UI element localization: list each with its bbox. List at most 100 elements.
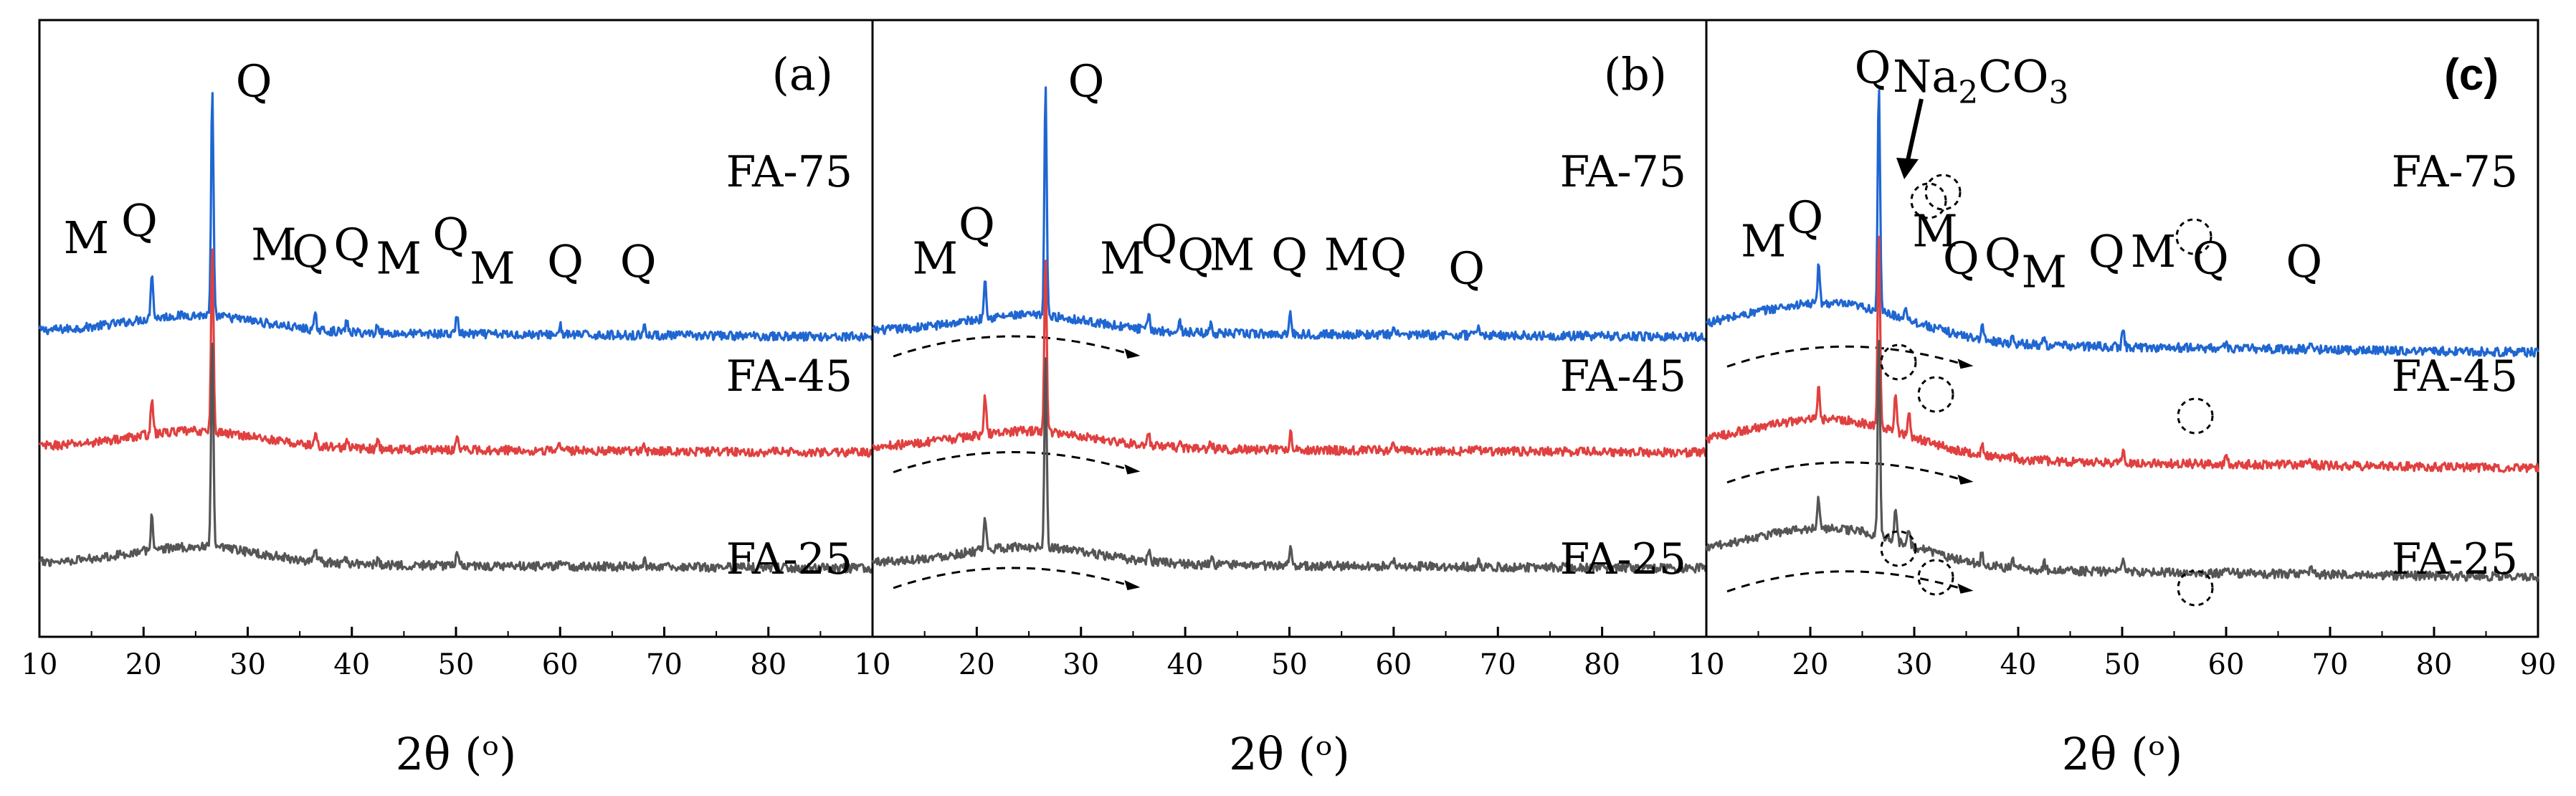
series-label: FA-25 (2392, 534, 2518, 584)
series-label: FA-45 (726, 351, 852, 402)
x-tick-label: 50 (1271, 648, 1308, 681)
x-tick-label: 80 (750, 648, 786, 681)
peak-annotation: Q (620, 235, 657, 288)
arrow-head (1124, 349, 1141, 359)
peak-annotation: Q (121, 194, 158, 247)
x-tick-label: 20 (959, 648, 995, 681)
x-tick-label: 50 (2104, 648, 2141, 681)
peak-annotation: Q (1177, 229, 1214, 281)
dashed-circle-marker (1917, 376, 1954, 413)
dashed-circle-marker (1880, 343, 1917, 381)
compound-arrow-head (1896, 158, 1919, 179)
peak-annotation: M (1100, 232, 1145, 284)
series-label: FA-75 (1560, 147, 1686, 197)
x-tick-label: 30 (1063, 648, 1099, 681)
dashed-circle-marker (2177, 397, 2214, 435)
peak-annotation: M (1912, 204, 1957, 257)
peak-annotation: Q (1271, 229, 1308, 281)
series-line (39, 342, 873, 574)
series-label: FA-45 (1560, 351, 1686, 402)
peak-annotation: M (1209, 229, 1255, 281)
peak-annotation: Q (2088, 225, 2125, 278)
x-tick-label: 20 (125, 648, 162, 681)
peak-annotation: M (376, 232, 421, 284)
x-tick-label: 40 (2000, 648, 2037, 681)
dashed-hump-arrow (893, 335, 1133, 358)
x-tick-label: 30 (1896, 648, 1933, 681)
arrow-head (1124, 580, 1141, 590)
series-line (1705, 235, 2539, 473)
x-tick-label: 60 (1375, 648, 1412, 681)
x-tick-label: 20 (1792, 648, 1829, 681)
peak-annotation: Q (1141, 215, 1177, 267)
series-label: FA-25 (726, 534, 852, 584)
peak-annotation: Q (1985, 229, 2021, 281)
dashed-circle-marker (1910, 182, 1947, 219)
peak-annotation: M (912, 232, 957, 284)
x-tick-label: 70 (1480, 648, 1516, 681)
arrow-head (1957, 583, 1974, 594)
x-tick-label: 10 (855, 648, 891, 681)
x-tick-label: 10 (855, 648, 891, 681)
dashed-circle-marker (1880, 530, 1917, 567)
x-axis-label: 2θ (ᵒ) (2062, 728, 2183, 780)
series-line (1705, 340, 2539, 582)
dashed-hump-arrow (1726, 461, 1967, 484)
x-tick-label: 10 (1688, 648, 1725, 681)
dashed-circle-marker (1924, 174, 1962, 211)
peak-annotation: Q (1943, 232, 1979, 284)
dashed-circle-marker (1917, 559, 1954, 596)
dashed-hump-arrow (893, 567, 1133, 589)
x-tick-label: 50 (438, 648, 475, 681)
series-line (872, 260, 1708, 458)
arrow-head (1124, 464, 1141, 475)
peak-annotation: Q (1370, 229, 1407, 281)
x-axis-label: 2θ (ᵒ) (396, 728, 517, 780)
dashed-hump-arrow (1726, 345, 1967, 368)
x-tick-label: 90 (2520, 648, 2557, 681)
peak-annotation: M (251, 218, 296, 270)
peak-annotation: Q (292, 225, 328, 278)
panel-label: (b) (1604, 48, 1667, 100)
peak-annotation: M (470, 242, 515, 295)
peak-annotation: Q (1068, 55, 1105, 107)
peak-annotation: Q (1855, 41, 1891, 93)
peak-annotation: Q (236, 55, 272, 107)
x-tick-label: 30 (229, 648, 266, 681)
dashed-hump-arrow (893, 451, 1133, 473)
series-line (871, 86, 1708, 343)
arrow-head (1957, 359, 1974, 369)
x-tick-label: 40 (333, 648, 370, 681)
peak-annotation: Q (333, 218, 370, 270)
panel-label: (a) (772, 48, 833, 100)
peak-annotation: M (1741, 215, 1786, 267)
arrow-head (1957, 474, 1974, 485)
x-tick-label: 70 (2312, 648, 2349, 681)
compound-arrow (1905, 98, 1924, 164)
compound-label: Na2CO3 (1893, 50, 2069, 111)
series-line (38, 248, 874, 458)
series-line (1705, 89, 2539, 358)
panel-2: 10 20 30 40 50 60 70 80 10 2θ (ᵒ) (b) FA-75 FA-45 FA-… (855, 19, 1724, 780)
series-line (871, 357, 1708, 574)
series-line (38, 92, 873, 342)
peak-annotation: Q (1448, 242, 1485, 295)
peak-annotation: Q (2286, 235, 2322, 288)
x-tick-label: 60 (2208, 648, 2245, 681)
peak-annotation: M (2131, 225, 2176, 278)
series-label: FA-25 (1560, 534, 1686, 584)
peak-annotation: Q (959, 198, 995, 250)
peak-annotation: Q (1787, 191, 1823, 243)
x-tick-label: 40 (1167, 648, 1204, 681)
x-axis-label: 2θ (ᵒ) (1229, 728, 1350, 780)
dashed-hump-arrow (1726, 570, 1967, 593)
dashed-circle-marker (2175, 218, 2213, 255)
panel-3: 10 20 30 40 50 60 70 80 90 2θ (ᵒ) (c) FA-75 FA-45 FA-… (1688, 19, 2557, 780)
x-tick-label: 10 (22, 648, 58, 681)
dashed-circle-marker (2177, 569, 2214, 607)
peak-annotation: Q (547, 235, 584, 288)
x-tick-label: 80 (1584, 648, 1620, 681)
x-tick-label: 60 (542, 648, 579, 681)
peak-annotation: M (2022, 245, 2067, 298)
series-label: FA-45 (2392, 351, 2518, 402)
